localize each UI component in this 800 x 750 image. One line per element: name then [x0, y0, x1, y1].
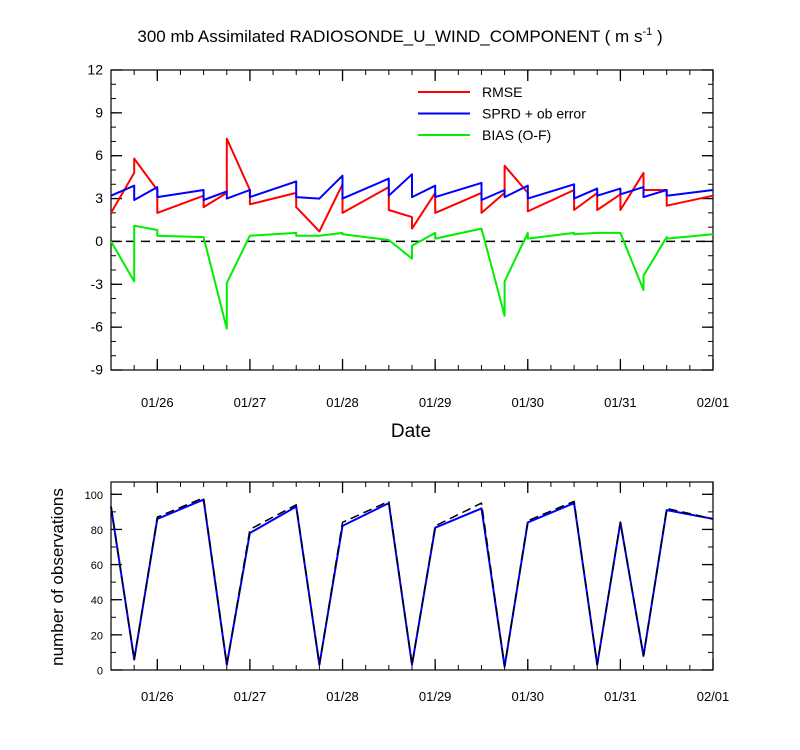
- bottom-x-tick-label: 01/30: [511, 689, 544, 704]
- bottom-plot-area: 01/26 01/27 01/28 01/29 01/30 01/31 02/01 0 20 40…: [85, 481, 730, 704]
- top-y-tick-label: 9: [95, 104, 103, 120]
- bottom-y-tick-label: 80: [91, 525, 103, 537]
- bottom-y-tick-label: 0: [97, 666, 103, 678]
- legend-label-rmse: RMSE: [482, 84, 522, 100]
- top-x-tick-label: 01/28: [326, 395, 359, 410]
- legend-label-bias-o-f: BIAS (O-F): [482, 127, 551, 143]
- bottom-x-tick-label: 01/29: [419, 689, 452, 704]
- top-series-line-rmse: [110, 137, 714, 233]
- top-y-tick-label: -6: [91, 319, 104, 335]
- bottom-x-tick-label: 01/27: [234, 689, 267, 704]
- top-plot-area: 01/26 01/27 01/28 01/29 01/30 01/31 02/01 12 9 6 3…: [87, 62, 729, 411]
- chart-title-main: 300 mb Assimilated RADIOSONDE_U_WIND_COM…: [137, 27, 642, 46]
- top-x-tick-label: 01/27: [234, 395, 267, 410]
- top-x-tick-label: 01/26: [141, 395, 174, 410]
- bottom-x-tick-label: 01/31: [604, 689, 637, 704]
- bottom-series-line-assimilated: [110, 498, 714, 668]
- top-y-tick-label: 0: [95, 233, 103, 249]
- bottom-x-tick-label: 02/01: [697, 689, 730, 704]
- bottom-series-line-possible: [110, 497, 714, 668]
- top-y-tick-label: -9: [91, 362, 104, 378]
- bottom-plot-frame: [110, 481, 714, 671]
- top-y-tick-label: 6: [95, 147, 103, 163]
- top-series-line-sprd-ob-error: [110, 173, 714, 201]
- bottom-x-tick-label: 01/28: [326, 689, 359, 704]
- chart-title-close: ): [652, 27, 662, 46]
- top-x-tick-label: 02/01: [697, 395, 730, 410]
- top-y-tick-label: 3: [95, 190, 103, 206]
- top-x-tick-label: 01/30: [511, 395, 544, 410]
- bottom-y-tick-label: 60: [91, 560, 103, 572]
- bottom-y-tick-label: 20: [91, 630, 103, 642]
- bottom-y-tick-label: 100: [85, 490, 103, 502]
- top-x-tick-label: 01/31: [604, 395, 637, 410]
- top-y-tick-label: -3: [91, 276, 104, 292]
- top-series-line-bias-o-f: [110, 224, 714, 330]
- top-y-tick-label: 12: [87, 62, 103, 78]
- top-x-tick-label: 01/29: [419, 395, 452, 410]
- bottom-x-tick-label: 01/26: [141, 689, 174, 704]
- top-x-axis-label: Date: [391, 421, 431, 442]
- chart-title: 300 mb Assimilated RADIOSONDE_U_WIND_COM…: [137, 26, 662, 46]
- bottom-y-tick-label: 40: [91, 595, 103, 607]
- legend-label-sprd-ob-error: SPRD + ob error: [482, 106, 586, 122]
- chart-title-superscript: -1: [642, 26, 652, 38]
- bottom-y-axis-label: number of observations: [48, 488, 67, 666]
